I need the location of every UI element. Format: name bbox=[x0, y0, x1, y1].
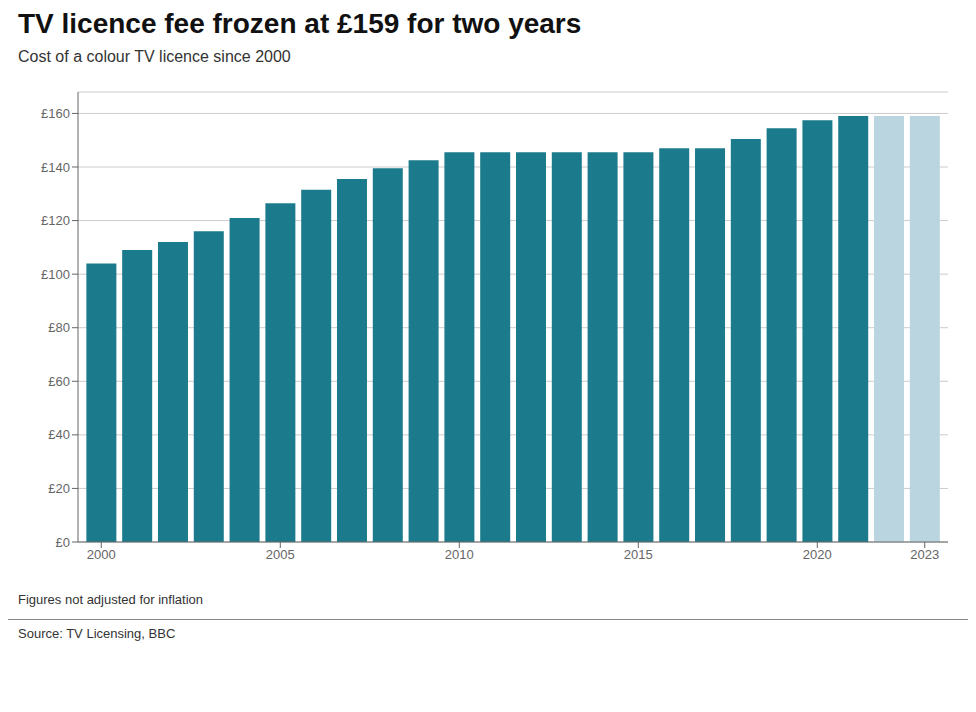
svg-text:2020: 2020 bbox=[803, 547, 832, 562]
svg-text:£160: £160 bbox=[41, 106, 70, 121]
svg-text:2023: 2023 bbox=[910, 547, 939, 562]
html-text:Cost of a colour TV licence si: Cost of a colour TV licence since 2000 bbox=[18, 48, 291, 65]
html-text:Source: TV Licensing, BBC: Source: TV Licensing, BBC bbox=[18, 626, 176, 641]
svg-text:£120: £120 bbox=[41, 213, 70, 228]
svg-text:£100: £100 bbox=[41, 267, 70, 282]
svg-text:2015: 2015 bbox=[624, 547, 653, 562]
html-text:TV licence fee frozen at £159: TV licence fee frozen at £159 for two ye… bbox=[18, 8, 582, 39]
svg-text:£20: £20 bbox=[48, 481, 70, 496]
svg-text:£80: £80 bbox=[48, 320, 70, 335]
svg-text:2010: 2010 bbox=[445, 547, 474, 562]
svg-text:£40: £40 bbox=[48, 427, 70, 442]
svg-text:2000: 2000 bbox=[87, 547, 116, 562]
svg-text:£140: £140 bbox=[41, 160, 70, 175]
svg-text:2005: 2005 bbox=[266, 547, 295, 562]
svg-text:£60: £60 bbox=[48, 374, 70, 389]
svg-text:£0: £0 bbox=[56, 535, 70, 550]
html-text:Figures not adjusted for infla: Figures not adjusted for inflation bbox=[18, 592, 203, 607]
